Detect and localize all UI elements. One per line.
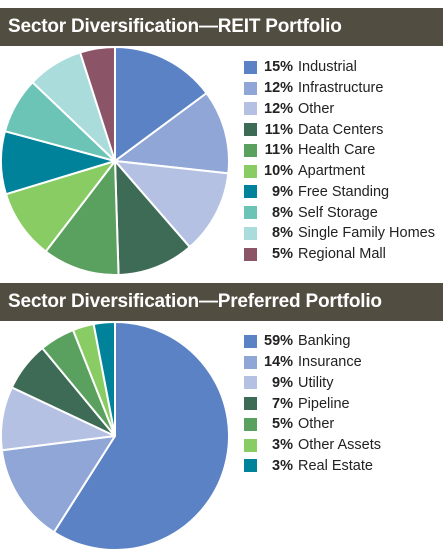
reit-legend-label: Data Centers [298, 121, 384, 138]
reit-legend-swatch [244, 60, 257, 74]
reit-legend-label: Self Storage [298, 204, 378, 221]
preferred-slice-1 [0, 435, 116, 534]
preferred-pie-chart [0, 321, 230, 551]
reit-legend-percent: 11% [264, 121, 293, 138]
preferred-legend-percent: 9% [272, 374, 293, 391]
preferred-legend-item: 5% Other [244, 414, 381, 435]
preferred-legend-label: Pipeline [298, 395, 350, 412]
reit-legend: 15% Industrial 12% Infrastructure 12% Other 11… [244, 57, 435, 265]
preferred-legend-item: 9% Utility [244, 373, 381, 394]
preferred-legend-swatch [244, 397, 257, 411]
reit-legend-percent: 5% [272, 246, 293, 263]
reit-legend-item: 15% Industrial [244, 57, 435, 78]
preferred-legend-swatch [244, 334, 257, 348]
preferred-legend-percent: 59% [264, 333, 294, 350]
preferred-legend-percent: 3% [272, 437, 293, 454]
reit-legend-item: 10% Apartment [244, 161, 435, 182]
preferred-legend-percent: 14% [264, 354, 294, 371]
preferred-legend-swatch [244, 355, 257, 369]
reit-slice-2 [114, 160, 230, 249]
reit-legend-swatch [244, 185, 257, 199]
reit-slice-0 [114, 46, 208, 162]
reit-legend-swatch [244, 226, 257, 240]
preferred-legend-label: Banking [298, 333, 351, 350]
preferred-legend-swatch [244, 417, 257, 431]
reit-legend-label: Other [298, 100, 335, 117]
preferred-legend-item: 3% Real Estate [244, 456, 381, 477]
preferred-legend-percent: 7% [272, 395, 293, 412]
reit-slice-3 [114, 160, 191, 276]
reit-legend-label: Industrial [298, 59, 357, 76]
preferred-chart-title: Sector Diversification—Preferred Portfol… [0, 283, 443, 321]
reit-legend-swatch [244, 102, 257, 116]
reit-slice-1 [114, 92, 230, 175]
preferred-legend-item: 3% Other Assets [244, 435, 381, 456]
reit-legend-label: Regional Mall [298, 246, 386, 263]
preferred-legend-label: Real Estate [298, 457, 373, 474]
reit-legend-label: Health Care [298, 142, 376, 159]
preferred-legend-percent: 5% [272, 416, 293, 433]
reit-legend-item: 12% Infrastructure [244, 78, 435, 99]
preferred-slice-0 [52, 321, 230, 551]
preferred-legend-item: 59% Banking [244, 331, 381, 352]
reit-legend-item: 9% Free Standing [244, 182, 435, 203]
reit-legend-label: Free Standing [298, 183, 390, 200]
reit-legend-label: Apartment [298, 163, 365, 180]
preferred-slice-6 [92, 321, 116, 437]
preferred-legend-item: 14% Insurance [244, 352, 381, 373]
reit-legend-swatch [244, 206, 257, 220]
reit-legend-percent: 12% [264, 80, 294, 97]
reit-legend-percent: 8% [272, 225, 293, 242]
reit-legend-swatch [244, 81, 257, 95]
reit-legend-percent: 10% [264, 163, 294, 180]
reit-slice-4 [44, 160, 120, 276]
preferred-legend-item: 7% Pipeline [244, 393, 381, 414]
preferred-legend-label: Other Assets [298, 437, 382, 454]
preferred-legend-swatch [244, 438, 257, 452]
reit-legend-label: Single Family Homes [298, 225, 435, 242]
reit-legend-item: 11% Health Care [244, 140, 435, 161]
reit-legend-percent: 9% [272, 183, 293, 200]
preferred-legend-swatch [244, 459, 257, 473]
preferred-legend-percent: 3% [272, 457, 293, 474]
reit-legend-swatch [244, 164, 257, 178]
reit-legend-percent: 12% [264, 100, 294, 117]
preferred-legend-label: Insurance [298, 354, 362, 371]
reit-legend-swatch [244, 123, 257, 137]
reit-legend-item: 12% Other [244, 99, 435, 120]
reit-legend-swatch [244, 247, 257, 261]
reit-slice-9 [79, 46, 116, 162]
reit-chart-title: Sector Diversification—REIT Portfolio [0, 8, 443, 46]
reit-legend-swatch [244, 143, 257, 157]
preferred-legend-swatch [244, 376, 257, 390]
reit-legend-percent: 8% [272, 204, 293, 221]
reit-legend-item: 11% Data Centers [244, 119, 435, 140]
preferred-legend-label: Other [298, 416, 335, 433]
preferred-legend-label: Utility [298, 374, 334, 391]
reit-pie-chart [0, 46, 230, 276]
reit-legend-item: 5% Regional Mall [244, 244, 435, 265]
reit-legend-percent: 15% [264, 59, 294, 76]
reit-legend-label: Infrastructure [298, 80, 384, 97]
preferred-legend: 59% Banking 14% Insurance 9% Utility 7% Pipelin… [244, 331, 381, 476]
reit-legend-item: 8% Self Storage [244, 202, 435, 223]
reit-legend-percent: 11% [264, 142, 293, 159]
reit-legend-item: 8% Single Family Homes [244, 223, 435, 244]
